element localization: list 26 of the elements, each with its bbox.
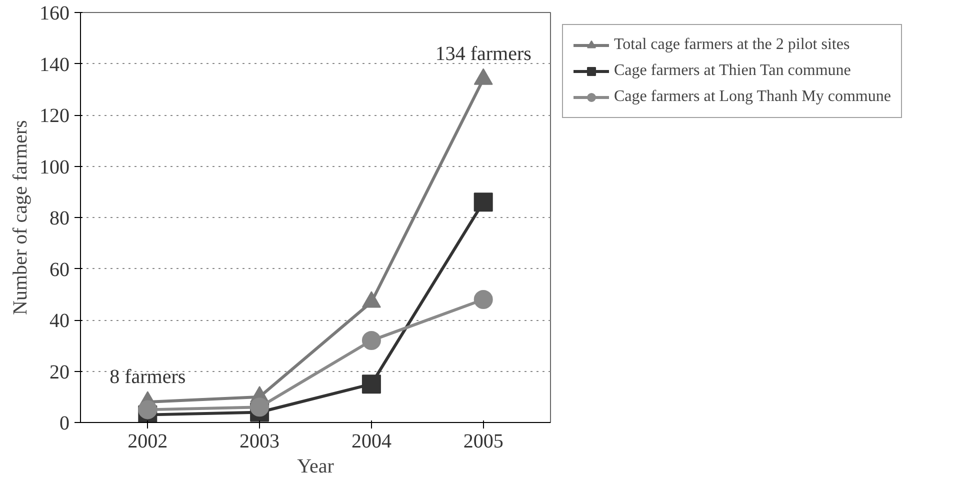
y-tick-label: 100 (40, 156, 70, 178)
y-tick-label: 120 (40, 105, 70, 127)
legend-label: Cage farmers at Long Thanh My commune (614, 88, 891, 106)
y-tick-label: 20 (50, 361, 70, 384)
x-tick-label: 2003 (240, 430, 280, 452)
point (138, 400, 158, 420)
y-tick-label: 40 (50, 310, 70, 332)
point (362, 374, 381, 394)
x-tick-label: 2005 (463, 430, 504, 452)
annotation: 134 farmers (435, 43, 532, 66)
y-tick-label: 80 (50, 208, 70, 230)
legend-label: Cage farmers at Thien Tan commune (614, 62, 851, 80)
y-axis-title: Number of cage farmers (10, 120, 32, 315)
y-tick-label: 160 (40, 2, 70, 24)
x-tick-label: 2002 (128, 430, 168, 452)
annotation: 8 farmers (110, 366, 186, 388)
legend-label: Total cage farmers at the 2 pilot sites (614, 36, 850, 54)
point (362, 331, 381, 350)
x-axis-title: Year (297, 456, 334, 478)
y-tick-label: 140 (40, 54, 70, 76)
x-tick-label: 2004 (351, 430, 392, 452)
y-tick-label: 60 (50, 258, 70, 281)
point (474, 290, 493, 309)
point (250, 398, 270, 417)
point (474, 68, 493, 85)
y-tick-label: 0 (60, 412, 70, 434)
